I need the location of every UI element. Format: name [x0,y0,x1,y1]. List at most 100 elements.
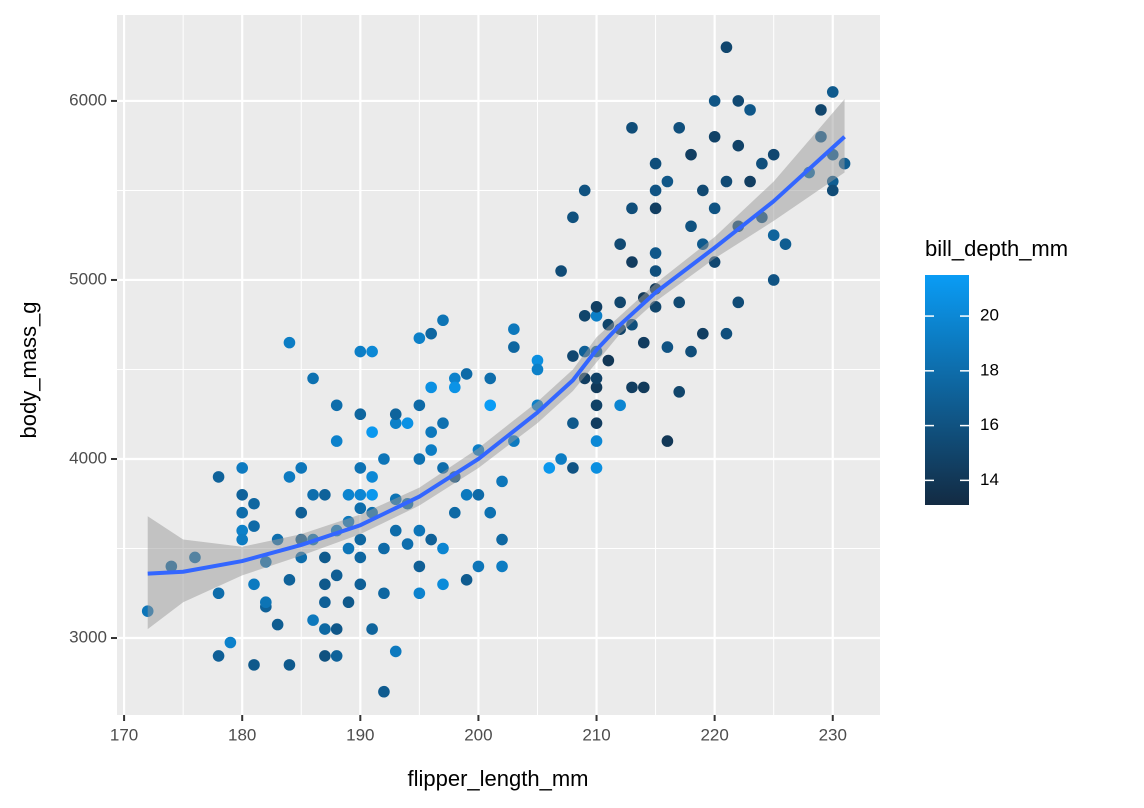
point [425,444,437,456]
point [708,95,721,107]
point [248,578,260,591]
y-tick-label: 3000 [69,628,107,647]
point [649,247,662,259]
point [460,488,473,501]
point [413,560,426,573]
point [354,533,367,546]
point [767,148,780,161]
point [319,488,331,501]
point [567,350,579,362]
point [484,372,497,385]
point [590,399,603,412]
point [448,372,461,385]
point [567,211,579,224]
point [425,426,437,438]
point [366,471,378,483]
point [732,95,745,107]
point [756,157,768,170]
x-tick-label: 170 [110,725,138,744]
point [720,327,733,340]
point [248,497,260,510]
point [212,587,225,600]
x-tick-label: 180 [228,725,256,744]
point [354,462,367,474]
point [248,520,260,532]
point [413,399,426,412]
point [590,435,603,447]
y-axis-title: body_mass_g [16,302,41,439]
point [590,301,603,313]
point [319,596,331,609]
point [283,574,296,586]
point [637,336,650,349]
x-tick-label: 210 [582,725,610,744]
x-tick-label: 220 [700,725,728,744]
point [354,345,367,358]
point [330,569,343,582]
point [437,578,449,591]
point [366,426,378,438]
point [779,238,792,250]
point [508,341,520,353]
point [732,139,745,152]
point [295,506,308,519]
x-tick-label: 230 [819,725,847,744]
point [378,542,390,555]
point [472,488,485,501]
point [307,614,319,626]
point [330,435,343,447]
point [307,488,319,501]
point [354,488,367,501]
point [378,685,390,698]
colorbar [925,275,969,505]
point [354,551,367,564]
point [413,453,426,465]
point [508,323,520,335]
point [567,417,579,429]
point [448,506,461,519]
colorbar-tick-label: 16 [980,415,999,434]
panel [117,15,880,715]
point [366,623,378,635]
point [649,265,662,277]
point [614,238,626,250]
point [319,578,331,591]
point [342,596,355,609]
point [496,533,508,546]
point [283,471,296,483]
point [330,650,343,662]
point [354,408,367,421]
point [283,336,296,349]
point [720,175,733,188]
point [236,524,248,537]
point [472,560,485,573]
point [448,381,461,394]
point [425,381,437,394]
point [460,368,473,380]
point [342,488,355,501]
point [649,202,662,215]
point [354,502,367,515]
point [590,381,603,394]
point [697,184,709,197]
point [389,524,402,537]
point [531,354,544,367]
point [484,399,497,412]
point [496,475,508,488]
colorbar-tick-label: 18 [980,360,999,379]
point [637,381,650,394]
confidence-band [147,99,845,630]
smooth-line [147,135,846,576]
point [236,462,248,474]
point [260,596,272,609]
point [496,560,508,573]
legend-title: bill_depth_mm [925,236,1068,261]
x-tick-label: 190 [346,725,374,744]
x-axis-title: flipper_length_mm [408,766,589,791]
point [578,184,591,197]
point [413,587,426,600]
point [590,372,603,385]
point [212,471,225,483]
point [236,533,248,546]
point [685,345,697,358]
